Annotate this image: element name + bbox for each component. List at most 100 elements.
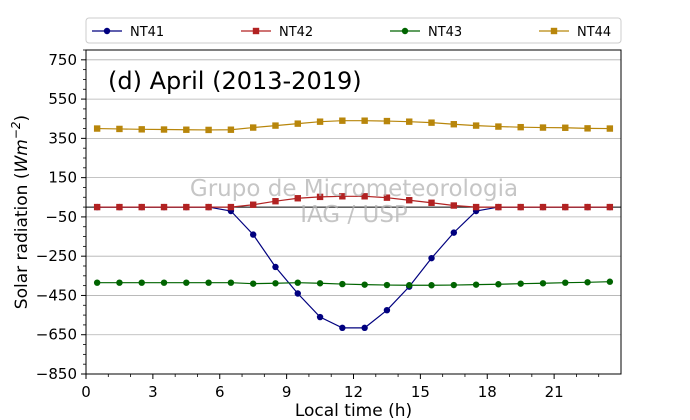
data-point [138, 203, 145, 211]
x-tick-label: 18 [478, 383, 497, 401]
data-point [316, 313, 324, 321]
data-point [294, 279, 301, 286]
data-point [339, 324, 346, 332]
legend-entry-nt42: NT42 [241, 25, 313, 40]
data-point [406, 118, 413, 125]
data-point [93, 203, 101, 211]
watermark-line-1: Grupo de Micrometeorologia [190, 176, 518, 202]
axis-ticks: 0 3 6 9 12 15 18 21 −850 −650 −450 −250 −50 150 350 550… [36, 49, 600, 401]
legend-marker [401, 27, 409, 35]
data-point [249, 124, 257, 131]
series-line [97, 195, 610, 208]
data-point [227, 126, 235, 133]
data-point [383, 117, 391, 125]
data-point [517, 123, 524, 131]
y-tick-label: 550 [48, 90, 77, 108]
watermark-line-2: IAG / USP [300, 202, 408, 228]
data-point [93, 279, 101, 286]
y-axis-label: Solar radiation (Wm−2) [9, 115, 32, 309]
x-tick-label: 12 [344, 383, 363, 401]
data-point [606, 203, 614, 211]
data-point [249, 231, 257, 238]
data-point [539, 203, 547, 211]
data-point [183, 279, 190, 286]
data-point [383, 306, 391, 314]
data-point [361, 193, 368, 200]
legend-entry-nt44: NT44 [539, 25, 611, 40]
series-nt42 [93, 193, 614, 211]
data-point [539, 280, 547, 287]
data-point [294, 195, 301, 202]
legend-label: NT42 [279, 25, 313, 40]
data-point [205, 126, 212, 134]
data-point [160, 279, 168, 286]
legend-entry-nt43: NT43 [390, 25, 462, 40]
data-point [517, 280, 524, 287]
data-point [606, 125, 614, 132]
data-point [160, 203, 168, 211]
data-point [450, 281, 458, 289]
data-point [584, 203, 591, 211]
data-point [472, 203, 480, 211]
series-line [97, 120, 610, 131]
data-point [205, 203, 212, 211]
data-point [138, 126, 145, 133]
x-tick-label: 3 [148, 383, 158, 401]
data-point [249, 201, 257, 208]
data-point [294, 120, 301, 127]
data-point [495, 281, 502, 288]
data-point [272, 198, 279, 205]
data-point [227, 279, 235, 286]
data-point [472, 122, 480, 129]
y-tick-label: 350 [48, 129, 77, 147]
legend-label: NT44 [577, 25, 611, 40]
data-point [450, 121, 458, 128]
data-point [272, 280, 279, 287]
series-layer [93, 117, 614, 332]
legend-marker [252, 27, 260, 35]
data-point [562, 124, 569, 131]
data-point [339, 193, 346, 200]
y-tick-label: −50 [45, 208, 77, 226]
y-tick-label: −450 [36, 286, 77, 304]
data-point [383, 194, 391, 201]
data-point [584, 125, 591, 132]
legend-label: NT43 [428, 25, 462, 40]
data-point [93, 125, 101, 132]
data-point [361, 117, 368, 124]
legend-marker [550, 27, 558, 35]
data-point [272, 263, 279, 271]
x-tick-label: 9 [282, 383, 292, 401]
data-point [116, 279, 123, 286]
series-nt44 [93, 117, 614, 134]
data-point [383, 281, 391, 289]
x-tick-label: 15 [411, 383, 430, 401]
y-tick-label: 150 [48, 169, 77, 187]
legend-box [85, 17, 622, 44]
data-point [227, 203, 235, 211]
data-point [517, 203, 524, 211]
series-nt43 [93, 278, 614, 289]
data-point [249, 280, 257, 287]
y-tick-label: −850 [36, 365, 77, 383]
data-point [316, 193, 324, 201]
data-point [428, 119, 435, 126]
y-tick-label: −250 [36, 247, 77, 265]
y-tick-label: −650 [36, 326, 77, 344]
data-point [183, 126, 190, 133]
data-point [584, 279, 591, 286]
data-point [450, 229, 458, 236]
legend-label: NT41 [130, 25, 164, 40]
x-tick-label: 21 [545, 383, 564, 401]
data-point [272, 122, 279, 129]
data-point [294, 290, 301, 297]
grid-lines [86, 59, 621, 375]
x-tick-label: 0 [81, 383, 91, 401]
data-point [339, 117, 346, 124]
x-axis-label: Local time (h) [295, 401, 412, 420]
y-tick-label: 750 [48, 51, 77, 69]
data-point [562, 279, 569, 286]
data-point [472, 281, 480, 288]
data-point [205, 279, 212, 286]
